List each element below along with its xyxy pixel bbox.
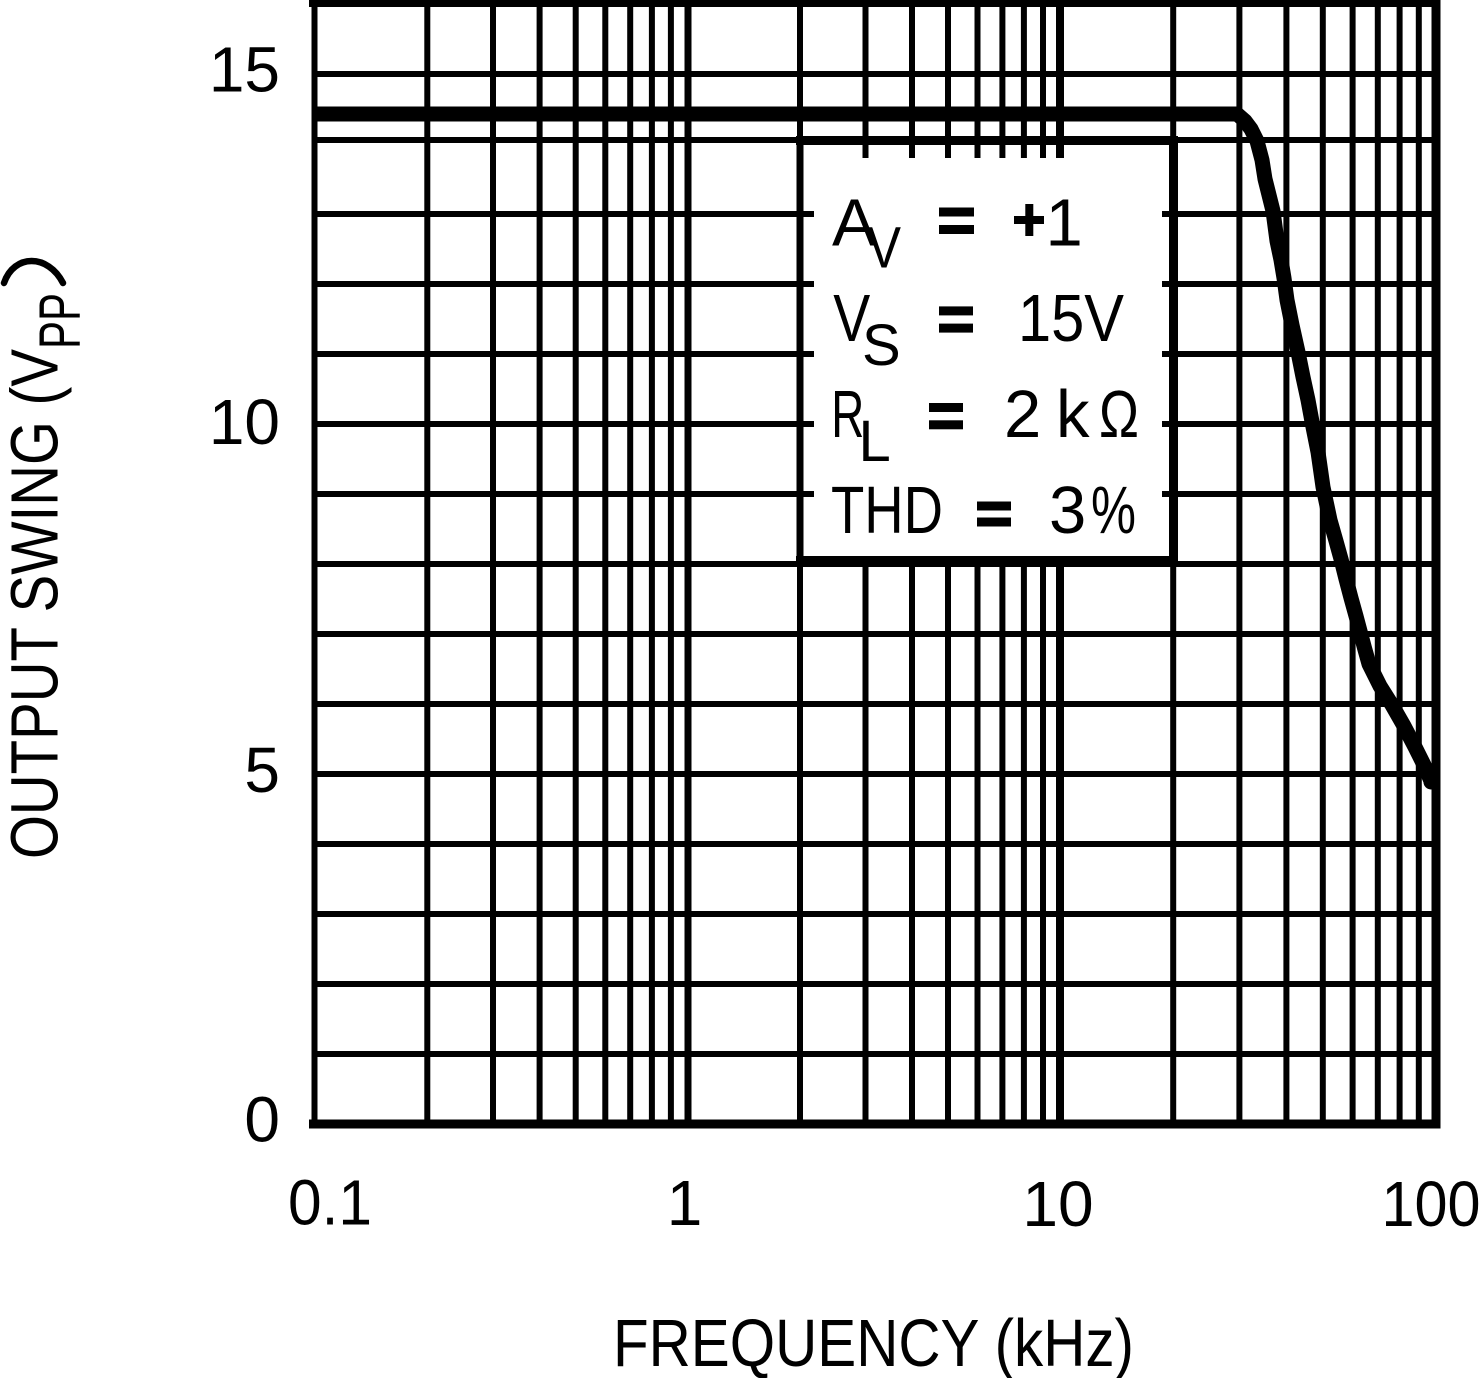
svg-text:0.1: 0.1 (288, 1167, 372, 1239)
svg-text:L: L (859, 409, 891, 474)
svg-text:5: 5 (244, 734, 280, 806)
svg-text:V: V (833, 281, 870, 356)
svg-text:100: 100 (1382, 1168, 1481, 1240)
svg-text:2: 2 (1004, 377, 1041, 452)
svg-text:%: % (1091, 473, 1136, 548)
svg-text:0: 0 (244, 1084, 280, 1156)
svg-text:S: S (862, 313, 901, 378)
svg-text:k: k (1056, 377, 1090, 452)
svg-text:PP: PP (28, 293, 93, 349)
svg-text:R: R (831, 377, 864, 452)
svg-text:FREQUENCY (kHz): FREQUENCY (kHz) (613, 1306, 1134, 1378)
svg-text:A: A (832, 186, 877, 261)
svg-text:1: 1 (1046, 186, 1083, 261)
svg-text:THD: THD (831, 473, 943, 548)
svg-text:3: 3 (1049, 473, 1086, 548)
svg-text:15: 15 (209, 34, 280, 106)
svg-text:10: 10 (209, 386, 280, 458)
svg-text:10: 10 (1022, 1168, 1093, 1240)
svg-text:Ω: Ω (1099, 377, 1139, 452)
svg-text:V: V (867, 216, 901, 281)
svg-text:15V: 15V (1018, 281, 1124, 356)
svg-text:1: 1 (667, 1167, 703, 1239)
svg-text:OUTPUT SWING (V: OUTPUT SWING (V (0, 349, 73, 859)
